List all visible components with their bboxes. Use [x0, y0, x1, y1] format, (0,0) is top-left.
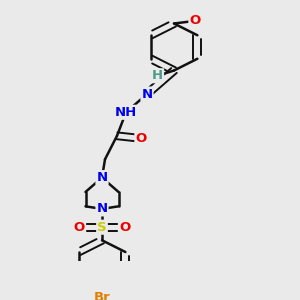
Text: O: O	[74, 221, 85, 234]
Text: O: O	[119, 221, 130, 234]
Text: S: S	[97, 221, 107, 234]
Text: N: N	[96, 171, 108, 184]
Text: N: N	[141, 88, 153, 100]
Text: N: N	[96, 202, 108, 215]
Text: O: O	[189, 14, 201, 27]
Text: NH: NH	[115, 106, 137, 119]
Text: Br: Br	[94, 291, 110, 300]
Text: H: H	[152, 69, 163, 82]
Text: O: O	[135, 132, 147, 145]
